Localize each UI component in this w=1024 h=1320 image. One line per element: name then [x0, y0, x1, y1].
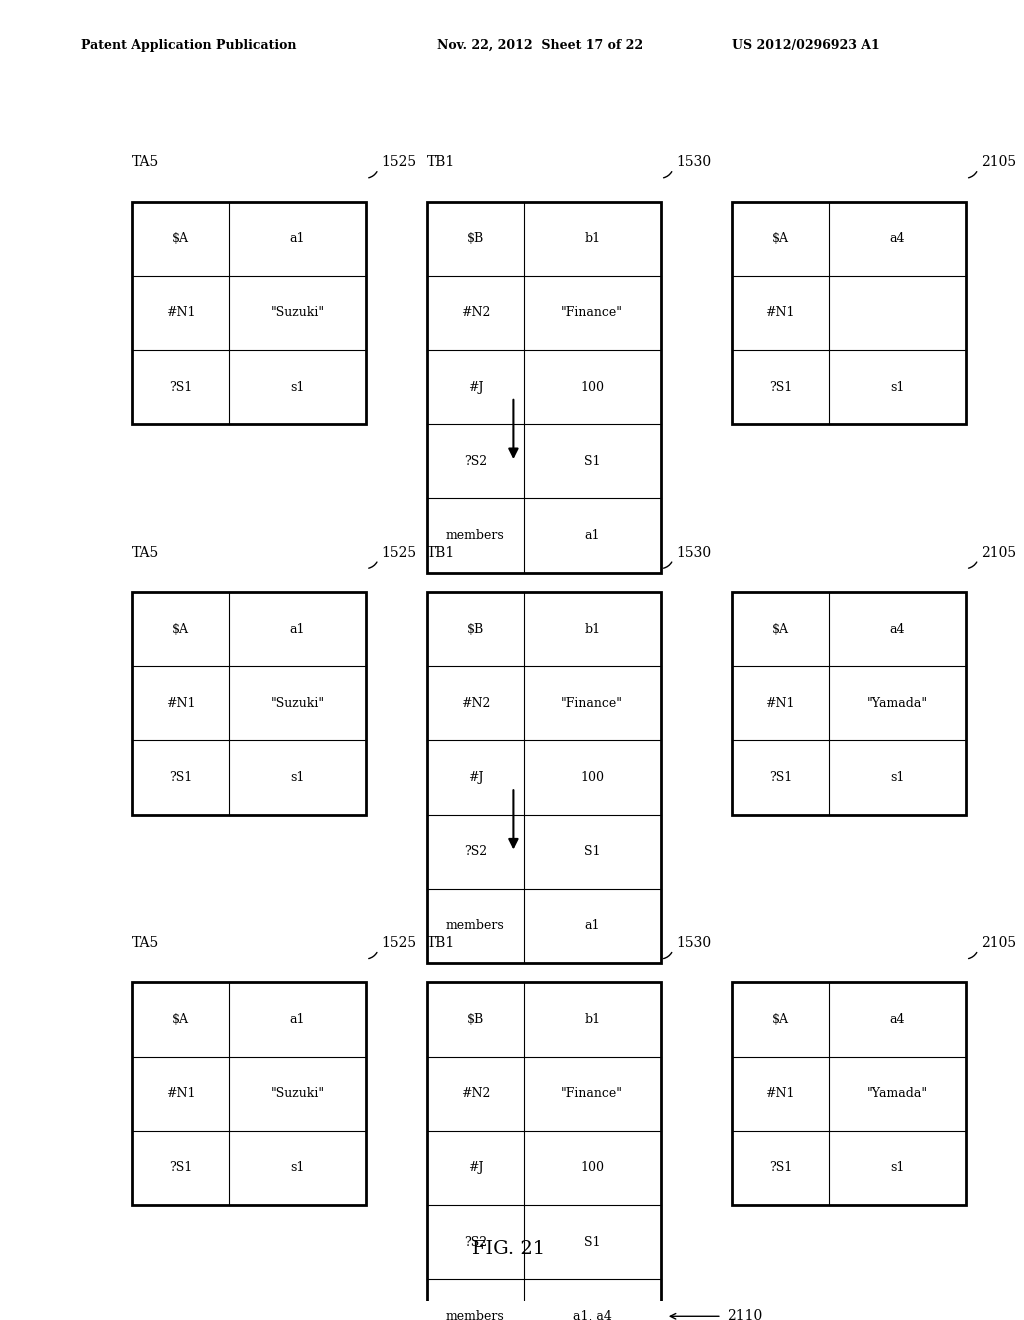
Text: #N1: #N1: [166, 306, 196, 319]
Text: S1: S1: [584, 455, 600, 467]
Text: s1: s1: [290, 771, 304, 784]
Text: ?S2: ?S2: [464, 845, 486, 858]
FancyBboxPatch shape: [427, 202, 660, 573]
Text: $A: $A: [172, 232, 189, 246]
FancyBboxPatch shape: [732, 982, 966, 1205]
Text: "Suzuki": "Suzuki": [270, 306, 325, 319]
Text: $A: $A: [772, 623, 788, 636]
Text: a4: a4: [890, 232, 905, 246]
Text: 1530: 1530: [676, 936, 712, 950]
Text: #N1: #N1: [766, 306, 795, 319]
Text: $A: $A: [772, 1012, 788, 1026]
Text: s1: s1: [890, 1162, 904, 1175]
Text: Nov. 22, 2012  Sheet 17 of 22: Nov. 22, 2012 Sheet 17 of 22: [437, 40, 643, 51]
Text: $A: $A: [772, 232, 788, 246]
FancyBboxPatch shape: [732, 593, 966, 814]
Text: ?S1: ?S1: [769, 771, 792, 784]
Text: #N1: #N1: [766, 1088, 795, 1101]
Text: a1: a1: [290, 1012, 305, 1026]
Text: 100: 100: [581, 771, 604, 784]
Text: members: members: [445, 920, 505, 932]
Text: $B: $B: [467, 1012, 484, 1026]
Text: a4: a4: [890, 623, 905, 636]
Text: #J: #J: [468, 380, 483, 393]
Text: s1: s1: [290, 1162, 304, 1175]
Text: "Suzuki": "Suzuki": [270, 697, 325, 710]
Text: a1: a1: [290, 232, 305, 246]
Text: 100: 100: [581, 1162, 604, 1175]
Text: 2110: 2110: [727, 1309, 762, 1320]
FancyBboxPatch shape: [732, 202, 966, 424]
Text: a1: a1: [585, 920, 600, 932]
Text: 1525: 1525: [381, 156, 417, 169]
Text: #J: #J: [468, 771, 483, 784]
Text: ?S1: ?S1: [169, 771, 193, 784]
FancyBboxPatch shape: [132, 982, 366, 1205]
Text: b1: b1: [584, 623, 600, 636]
Text: #N2: #N2: [461, 697, 489, 710]
Text: #N1: #N1: [166, 697, 196, 710]
Text: "Suzuki": "Suzuki": [270, 1088, 325, 1101]
Text: b1: b1: [584, 1012, 600, 1026]
Text: ?S1: ?S1: [769, 380, 792, 393]
Text: "Finance": "Finance": [561, 697, 624, 710]
Text: 100: 100: [581, 380, 604, 393]
Text: 1525: 1525: [381, 545, 417, 560]
Text: s1: s1: [890, 380, 904, 393]
Text: "Finance": "Finance": [561, 1088, 624, 1101]
Text: "Yamada": "Yamada": [866, 1088, 928, 1101]
Text: #N2: #N2: [461, 1088, 489, 1101]
Text: members: members: [445, 1309, 505, 1320]
Text: 1530: 1530: [676, 156, 712, 169]
FancyBboxPatch shape: [427, 982, 660, 1320]
Text: $B: $B: [467, 232, 484, 246]
Text: TB1: TB1: [427, 545, 456, 560]
Text: TB1: TB1: [427, 936, 456, 950]
Text: ?S2: ?S2: [464, 455, 486, 467]
Text: S1: S1: [584, 1236, 600, 1249]
Text: s1: s1: [890, 771, 904, 784]
Text: Patent Application Publication: Patent Application Publication: [81, 40, 297, 51]
FancyBboxPatch shape: [132, 593, 366, 814]
Text: "Yamada": "Yamada": [866, 697, 928, 710]
Text: ?S1: ?S1: [169, 380, 193, 393]
Text: #N1: #N1: [766, 697, 795, 710]
Text: $A: $A: [172, 623, 189, 636]
Text: a4: a4: [890, 1012, 905, 1026]
Text: "Finance": "Finance": [561, 306, 624, 319]
Text: FIG. 21: FIG. 21: [472, 1241, 545, 1258]
Text: ?S1: ?S1: [169, 1162, 193, 1175]
FancyBboxPatch shape: [427, 593, 660, 964]
Text: TA5: TA5: [132, 936, 160, 950]
Text: #N1: #N1: [166, 1088, 196, 1101]
Text: b1: b1: [584, 232, 600, 246]
Text: $B: $B: [467, 623, 484, 636]
Text: TA5: TA5: [132, 545, 160, 560]
Text: 2105: 2105: [981, 156, 1016, 169]
Text: $A: $A: [172, 1012, 189, 1026]
Text: TB1: TB1: [427, 156, 456, 169]
Text: ?S1: ?S1: [769, 1162, 792, 1175]
Text: 2105: 2105: [981, 936, 1016, 950]
Text: #J: #J: [468, 1162, 483, 1175]
Text: #N2: #N2: [461, 306, 489, 319]
FancyBboxPatch shape: [132, 202, 366, 424]
Text: TA5: TA5: [132, 156, 160, 169]
Text: a1: a1: [290, 623, 305, 636]
Text: a1, a4: a1, a4: [572, 1309, 611, 1320]
Text: S1: S1: [584, 845, 600, 858]
Text: ?S2: ?S2: [464, 1236, 486, 1249]
Text: 1530: 1530: [676, 545, 712, 560]
Text: a1: a1: [585, 529, 600, 543]
Text: 1525: 1525: [381, 936, 417, 950]
Text: 2105: 2105: [981, 545, 1016, 560]
Text: US 2012/0296923 A1: US 2012/0296923 A1: [732, 40, 880, 51]
Text: members: members: [445, 529, 505, 543]
Text: s1: s1: [290, 380, 304, 393]
